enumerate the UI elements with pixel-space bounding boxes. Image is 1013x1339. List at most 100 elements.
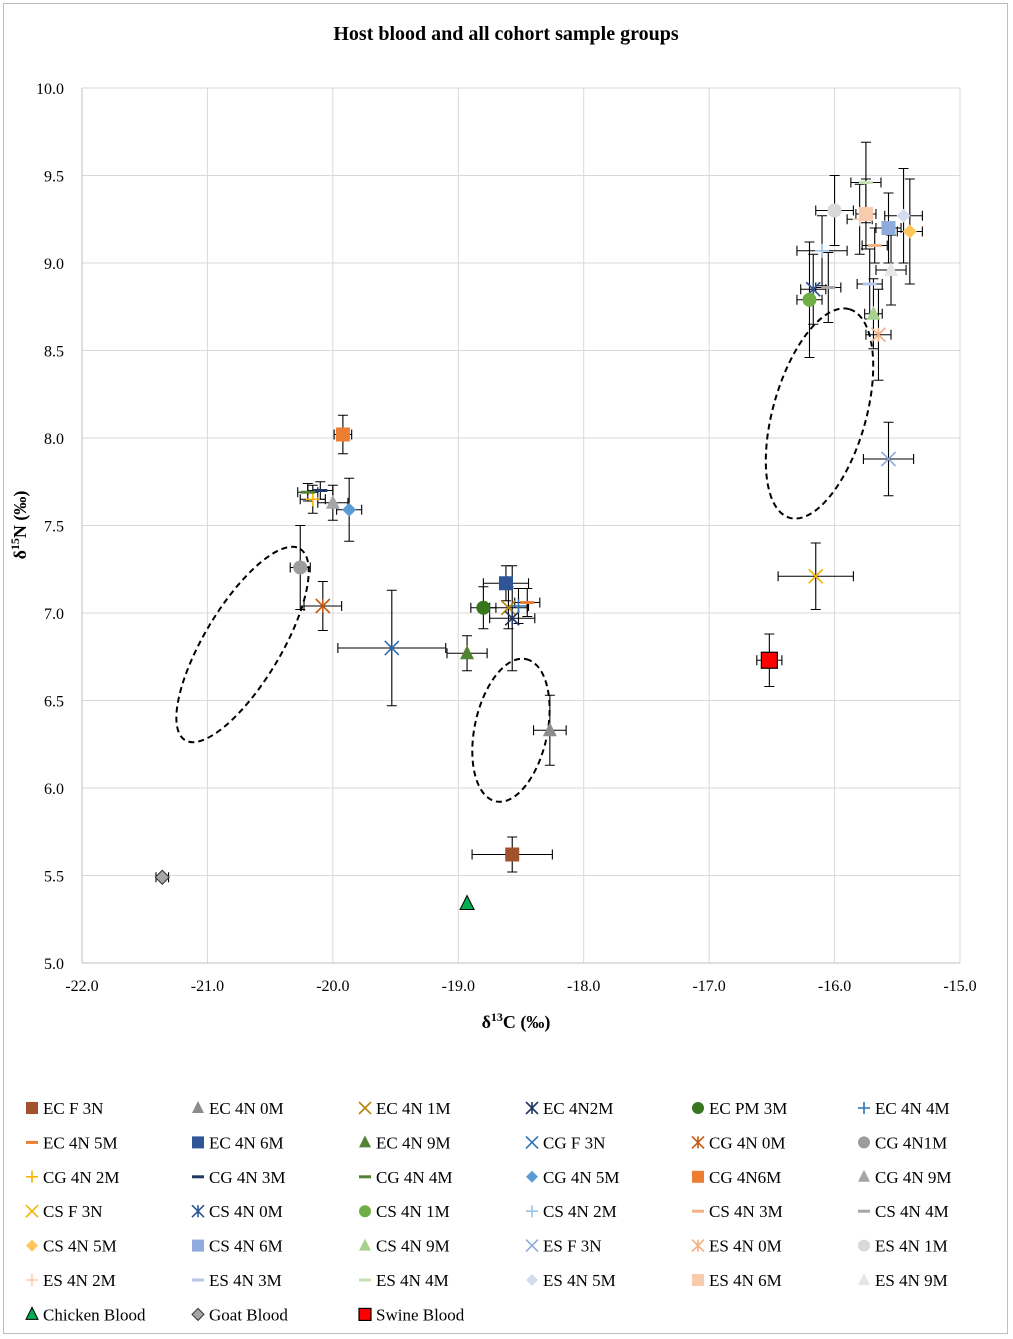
ec-4n2m-point <box>504 610 520 626</box>
goat-blood-point <box>154 869 170 885</box>
y-axis-label: δ15N (‰) <box>8 491 31 560</box>
legend-item-ec-4n-0m: EC 4N 0M <box>192 1099 284 1118</box>
legend-marker-cg-4n-0m <box>691 1135 705 1149</box>
legend-label-es-f-3n: ES F 3N <box>543 1237 602 1256</box>
legend-item-cs-4n-3m: CS 4N 3M <box>692 1202 783 1221</box>
legend-item-cg-4n-4m: CG 4N 4M <box>359 1168 453 1187</box>
legend-marker-cg-4n-2m <box>26 1170 38 1183</box>
legend-item-ec-f-3n: EC F 3N <box>26 1099 103 1118</box>
y-tick-label: 7.5 <box>44 519 64 536</box>
legend-label-cs-4n-6m: CS 4N 6M <box>209 1237 283 1256</box>
legend-label-ec-4n-6m: EC 4N 6M <box>209 1133 284 1152</box>
legend-label-es-4n-4m: ES 4N 4M <box>376 1271 449 1290</box>
legend-label-es-4n-9m: ES 4N 9M <box>875 1271 948 1290</box>
legend-marker-cs-4n-9m <box>359 1238 371 1251</box>
legend-marker-cs-4n-5m <box>26 1239 38 1252</box>
y-tick-label: 8.0 <box>44 431 64 448</box>
legend-marker-es-4n-0m <box>691 1239 705 1253</box>
error-bars <box>155 141 923 883</box>
legend-item-es-4n-6m: ES 4N 6M <box>692 1271 782 1290</box>
legend-item-cg-4n-0m: CG 4N 0M <box>691 1133 786 1152</box>
legend-marker-es-4n-1m <box>858 1239 870 1252</box>
legend-marker-cs-4n-0m <box>191 1204 205 1218</box>
legend-marker-chicken-blood <box>25 1306 39 1320</box>
legend-label-es-4n-1m: ES 4N 1M <box>875 1237 948 1256</box>
legend-label-cg-4n1m: CG 4N1M <box>875 1133 947 1152</box>
legend-item-es-4n-2m: ES 4N 2M <box>26 1271 116 1290</box>
legend-item-ec-4n-1m: EC 4N 1M <box>358 1099 451 1118</box>
es-4n-0m-point <box>870 327 887 343</box>
legend-marker-cs-4n-6m <box>192 1239 204 1252</box>
legend-marker-cg-4n-9m <box>858 1169 870 1182</box>
legend-item-cs-4n-0m: CS 4N 0M <box>191 1202 283 1221</box>
legend-label-cg-4n-4m: CG 4N 4M <box>376 1168 453 1187</box>
legend-label-cg-4n-3m: CG 4N 3M <box>209 1168 286 1187</box>
legend-label-cs-4n-2m: CS 4N 2M <box>543 1202 617 1221</box>
legend: EC F 3N EC 4N 0M EC 4N 1M EC 4N2M EC PM 3M EC… <box>25 1099 952 1324</box>
es-4n-5m-point <box>896 208 911 223</box>
legend-item-ec-4n-6m: EC 4N 6M <box>192 1133 284 1152</box>
legend-label-es-4n-6m: ES 4N 6M <box>709 1271 782 1290</box>
cohort-ellipses <box>175 307 875 803</box>
legend-item-swine-blood: Swine Blood <box>358 1305 465 1324</box>
legend-marker-es-4n-6m <box>692 1274 704 1286</box>
x-axis-label: δ13C (‰) <box>482 1010 551 1033</box>
legend-marker-cg-4n1m <box>858 1136 870 1149</box>
chicken-blood-point <box>459 894 475 910</box>
legend-item-goat-blood: Goat Blood <box>191 1305 288 1324</box>
x-tick-label: -16.0 <box>818 978 851 995</box>
legend-item-es-4n-3m: ES 4N 3M <box>192 1271 282 1290</box>
y-tick-label: 7.0 <box>44 606 64 623</box>
ec-4n-0m-point <box>542 722 557 737</box>
cg-4n-0m-point <box>315 598 331 614</box>
gridlines <box>81 87 961 964</box>
y-tick-label: 6.0 <box>44 781 64 798</box>
legend-label-cg-4n-5m: CG 4N 5M <box>543 1168 620 1187</box>
ec-pm-3m-point <box>476 600 491 615</box>
cg-4n-5m-point <box>342 502 357 517</box>
legend-label-ec-4n-9m: EC 4N 9M <box>376 1133 451 1152</box>
legend-item-es-f-3n: ES F 3N <box>525 1237 602 1256</box>
x-tick-label: -19.0 <box>442 978 475 995</box>
legend-item-cs-4n-9m: CS 4N 9M <box>359 1237 450 1256</box>
legend-label-cs-4n-1m: CS 4N 1M <box>376 1202 450 1221</box>
legend-label-cs-4n-0m: CS 4N 0M <box>209 1202 283 1221</box>
legend-item-cs-4n-5m: CS 4N 5M <box>26 1237 117 1256</box>
cs-4n-1m-point <box>802 292 817 307</box>
legend-item-cg-4n1m: CG 4N1M <box>858 1133 947 1152</box>
legend-label-cg-4n6m: CG 4N6M <box>709 1168 781 1187</box>
legend-item-es-4n-0m: ES 4N 0M <box>691 1237 782 1256</box>
legend-item-cs-4n-6m: CS 4N 6M <box>192 1237 283 1256</box>
legend-item-es-4n-1m: ES 4N 1M <box>858 1237 948 1256</box>
cg-4n-2m-point <box>305 492 320 507</box>
legend-marker-ec-4n-1m <box>358 1101 372 1115</box>
legend-item-cs-f-3n: CS F 3N <box>25 1202 103 1221</box>
legend-marker-es-4n-9m <box>858 1273 870 1285</box>
legend-item-cg-4n-3m: CG 4N 3M <box>192 1168 286 1187</box>
ec-cohort-ellipse <box>471 657 551 803</box>
x-tick-label: -15.0 <box>943 978 976 995</box>
legend-label-cs-4n-3m: CS 4N 3M <box>709 1202 783 1221</box>
legend-item-cg-4n-9m: CG 4N 9M <box>858 1168 952 1187</box>
legend-marker-ec-4n2m <box>525 1101 539 1115</box>
es-4n-6m-point <box>858 207 873 221</box>
legend-marker-cs-4n-1m <box>359 1205 371 1218</box>
legend-label-cg-4n-2m: CG 4N 2M <box>43 1168 120 1187</box>
legend-marker-ec-f-3n <box>26 1102 38 1114</box>
legend-label-cs-4n-4m: CS 4N 4M <box>875 1202 949 1221</box>
ec-4n-1m-point <box>500 600 517 616</box>
legend-label-ec-4n-5m: EC 4N 5M <box>43 1133 118 1152</box>
cg-f-3n-point <box>384 640 400 656</box>
legend-marker-swine-blood <box>358 1307 372 1322</box>
legend-label-es-4n-5m: ES 4N 5M <box>543 1271 616 1290</box>
x-tick-label: -18.0 <box>567 978 600 995</box>
y-tick-label: 5.5 <box>44 869 64 886</box>
axes: -22.0 -21.0 -20.0 -19.0 -18.0 -17.0 -16.0 -15.0… <box>36 81 977 995</box>
legend-item-cs-4n-4m: CS 4N 4M <box>858 1202 949 1221</box>
legend-marker-goat-blood <box>191 1307 205 1322</box>
cg-4n6m-point <box>335 427 350 442</box>
y-tick-label: 5.0 <box>44 956 64 973</box>
cs-4n-2m-point <box>815 243 830 258</box>
cs-es-cohort-ellipse <box>764 307 875 520</box>
